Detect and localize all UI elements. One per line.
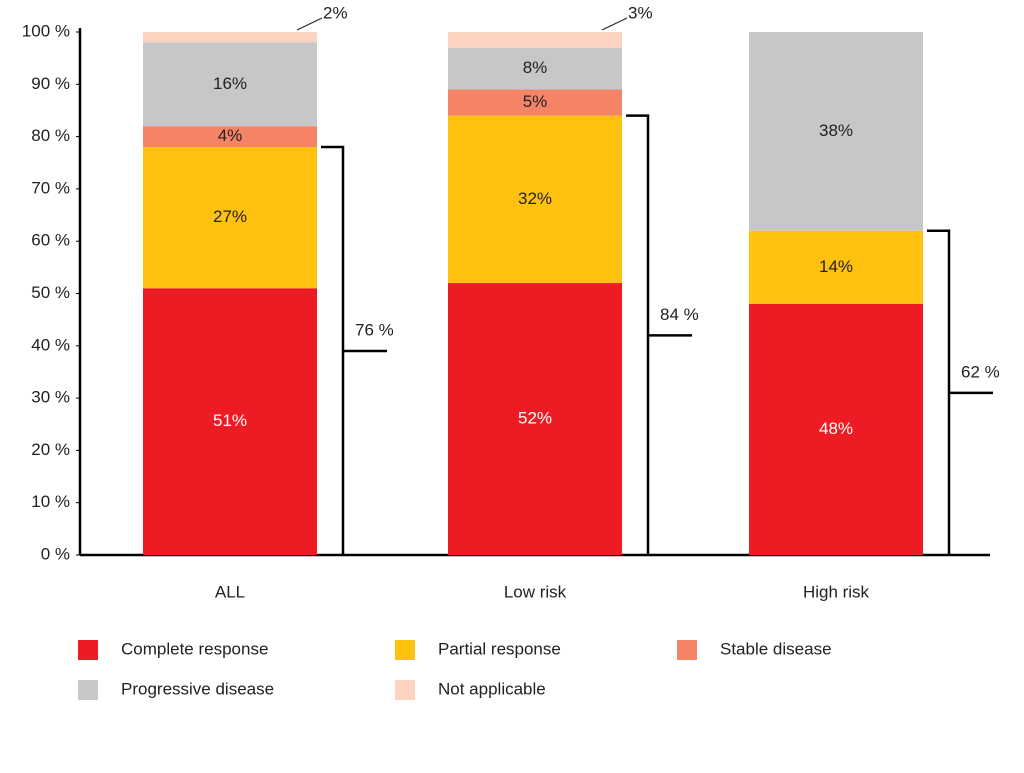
bracket xyxy=(321,145,387,555)
value-label: 5% xyxy=(523,92,548,111)
bar-segment xyxy=(448,89,622,116)
bar-segment xyxy=(749,303,923,555)
y-tick-label: 50 % xyxy=(31,283,70,302)
legend-swatch xyxy=(395,680,415,700)
value-label: 14% xyxy=(819,257,853,276)
value-label: 4% xyxy=(218,126,243,145)
legend-label: Stable disease xyxy=(720,639,832,658)
value-label: 52% xyxy=(518,409,552,428)
y-tick-label: 10 % xyxy=(31,492,70,511)
bracket-label: 62 % xyxy=(961,362,1000,381)
bracket xyxy=(626,114,692,555)
legend-swatch xyxy=(78,640,98,660)
legend-swatch xyxy=(78,680,98,700)
leader-line xyxy=(296,17,323,31)
bracket-label: 84 % xyxy=(660,305,699,324)
bracket-label: 76 % xyxy=(355,321,394,340)
y-tick-label: 80 % xyxy=(31,126,70,145)
leader-line xyxy=(601,17,628,31)
x-tick-label: Low risk xyxy=(504,582,567,601)
bar-segment xyxy=(143,32,317,43)
value-label: 27% xyxy=(213,207,247,226)
bracket xyxy=(927,229,993,555)
value-label: 3% xyxy=(628,3,653,22)
bar-segment xyxy=(448,32,622,48)
legend-label: Not applicable xyxy=(438,679,546,698)
value-label: 38% xyxy=(819,121,853,140)
value-label: 2% xyxy=(323,3,348,22)
value-label: 51% xyxy=(213,411,247,430)
bar-segment xyxy=(448,47,622,90)
x-tick-label: High risk xyxy=(803,582,870,601)
x-tick-label: ALL xyxy=(215,582,245,601)
legend-label: Partial response xyxy=(438,639,561,658)
bar-segment xyxy=(448,283,622,555)
bar-segment xyxy=(143,147,317,289)
bar-segment xyxy=(448,115,622,284)
value-label: 48% xyxy=(819,419,853,438)
y-tick-label: 20 % xyxy=(31,440,70,459)
y-tick-label: 0 % xyxy=(41,544,70,563)
value-label: 32% xyxy=(518,189,552,208)
y-tick-label: 60 % xyxy=(31,231,70,250)
value-label: 8% xyxy=(523,58,548,77)
legend-swatch xyxy=(677,640,697,660)
bar-segment xyxy=(143,42,317,127)
y-tick-label: 40 % xyxy=(31,335,70,354)
legend-label: Complete response xyxy=(121,639,268,658)
y-tick-label: 70 % xyxy=(31,178,70,197)
legend-swatch xyxy=(395,640,415,660)
value-label: 16% xyxy=(213,74,247,93)
y-tick-label: 30 % xyxy=(31,388,70,407)
bar-segment xyxy=(749,32,923,231)
y-tick-label: 100 % xyxy=(22,21,70,40)
legend-label: Progressive disease xyxy=(121,679,274,698)
y-tick-label: 90 % xyxy=(31,74,70,93)
bar-segment xyxy=(143,288,317,555)
bar-segment xyxy=(143,126,317,148)
bar-segment xyxy=(749,230,923,304)
